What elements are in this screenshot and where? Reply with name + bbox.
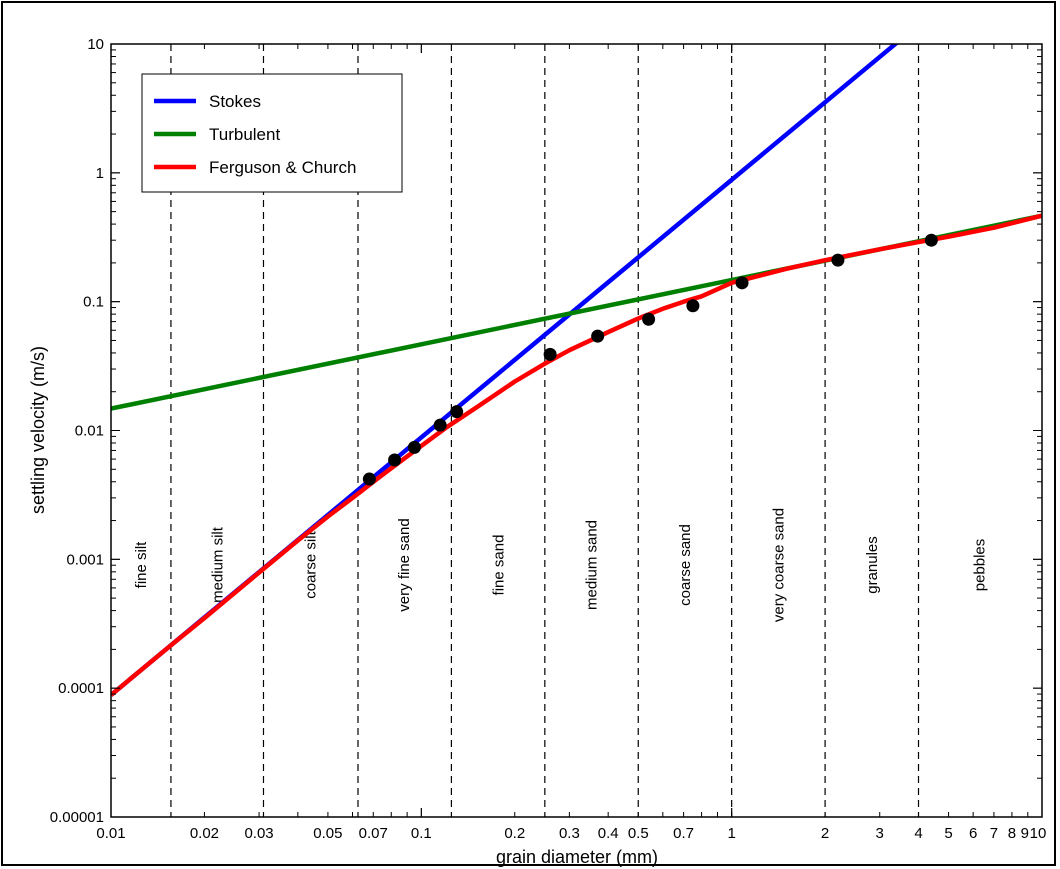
- legend-label: Turbulent: [209, 125, 280, 144]
- data-point-marker: [433, 418, 447, 432]
- y-tick-label: 0.00001: [50, 809, 104, 826]
- x-tick-label: 9: [1021, 825, 1029, 842]
- zone-label: very fine sand: [396, 518, 413, 611]
- size-class-labels: fine silt medium silt coarse silt very fine…: [133, 508, 989, 622]
- x-tick-label: 0.2: [504, 825, 525, 842]
- x-tick-label: 7: [990, 825, 998, 842]
- data-point-marker: [735, 276, 749, 290]
- zone-label: fine silt: [133, 541, 150, 589]
- data-point-marker: [543, 347, 557, 361]
- size-class-boundaries: [170, 44, 920, 817]
- data-point-marker: [591, 329, 605, 343]
- data-point-marker: [924, 233, 938, 247]
- zone-label: fine sand: [490, 535, 507, 596]
- data-point-marker: [686, 299, 700, 313]
- data-point-marker: [388, 453, 402, 467]
- zone-label: pebbles: [972, 539, 989, 592]
- x-tick-label: 1: [727, 825, 735, 842]
- y-tick-label: 0.1: [83, 294, 104, 311]
- x-tick-label: 0.07: [359, 825, 388, 842]
- y-tick-label: 0.01: [75, 423, 104, 440]
- x-tick-label: 0.01: [96, 825, 125, 842]
- x-tick-label: 0.02: [190, 825, 219, 842]
- zone-label: coarse sand: [677, 524, 694, 606]
- x-axis-title: grain diameter (mm): [496, 847, 658, 867]
- y-tick-label: 1: [96, 165, 104, 182]
- data-point-marker: [831, 253, 845, 267]
- y-axis-tick-labels: 10 1 0.1 0.01 0.001 0.0001 0.00001: [50, 36, 104, 826]
- zone-label: granules: [864, 536, 881, 594]
- data-point-marker: [407, 440, 421, 454]
- legend-label: Ferguson & Church: [209, 158, 356, 177]
- data-point-marker: [362, 472, 376, 486]
- x-tick-label: 0.05: [313, 825, 342, 842]
- x-tick-label: 10: [1030, 825, 1047, 842]
- y-axis-title: settling velocity (m/s): [28, 346, 48, 514]
- data-points: [362, 233, 938, 486]
- x-tick-label: 0.3: [559, 825, 580, 842]
- y-tick-label: 0.001: [66, 551, 104, 568]
- zone-label: coarse silt: [303, 530, 320, 598]
- x-tick-label: 2: [821, 825, 829, 842]
- x-tick-label: 0.1: [411, 825, 432, 842]
- zone-label: medium silt: [209, 526, 226, 603]
- x-tick-label: 0.7: [673, 825, 694, 842]
- y-tick-label: 10: [87, 36, 104, 53]
- x-axis-tick-labels: 0.01 0.02 0.03 0.05 0.07 0.1 0.2 0.3 0.4 0.5 0.7 1 2…: [96, 825, 1046, 842]
- x-tick-label: 4: [914, 825, 922, 842]
- x-tick-label: 0.5: [628, 825, 649, 842]
- x-tick-label: 3: [876, 825, 884, 842]
- zone-label: very coarse sand: [770, 508, 787, 622]
- x-tick-label: 0.4: [598, 825, 619, 842]
- legend-label: Stokes: [209, 92, 261, 111]
- zone-label: medium sand: [584, 520, 601, 610]
- x-tick-label: 6: [969, 825, 977, 842]
- x-tick-label: 0.03: [244, 825, 273, 842]
- x-tick-label: 5: [944, 825, 952, 842]
- legend: Stokes Turbulent Ferguson & Church: [141, 73, 403, 193]
- axis-ticks: [110, 43, 1043, 818]
- data-point-marker: [642, 312, 656, 326]
- data-point-marker: [450, 405, 464, 419]
- y-tick-label: 0.0001: [58, 680, 104, 697]
- x-tick-label: 8: [1008, 825, 1016, 842]
